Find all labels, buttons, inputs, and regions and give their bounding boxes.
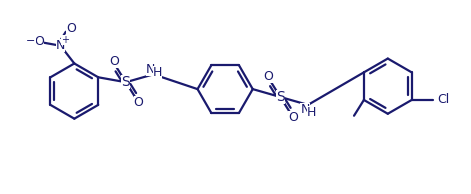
Text: O: O: [34, 35, 44, 48]
Text: N: N: [56, 39, 65, 52]
Text: N: N: [300, 103, 309, 116]
Text: Cl: Cl: [437, 94, 449, 107]
Text: N: N: [146, 63, 155, 76]
Text: H: H: [153, 66, 162, 79]
Text: O: O: [66, 22, 76, 35]
Text: O: O: [264, 70, 274, 83]
Text: O: O: [288, 111, 298, 124]
Text: H: H: [307, 106, 317, 119]
Text: +: +: [62, 35, 69, 45]
Text: O: O: [109, 55, 119, 68]
Text: S: S: [122, 75, 130, 89]
Text: O: O: [134, 96, 144, 109]
Text: S: S: [276, 90, 285, 104]
Text: −: −: [26, 36, 36, 46]
